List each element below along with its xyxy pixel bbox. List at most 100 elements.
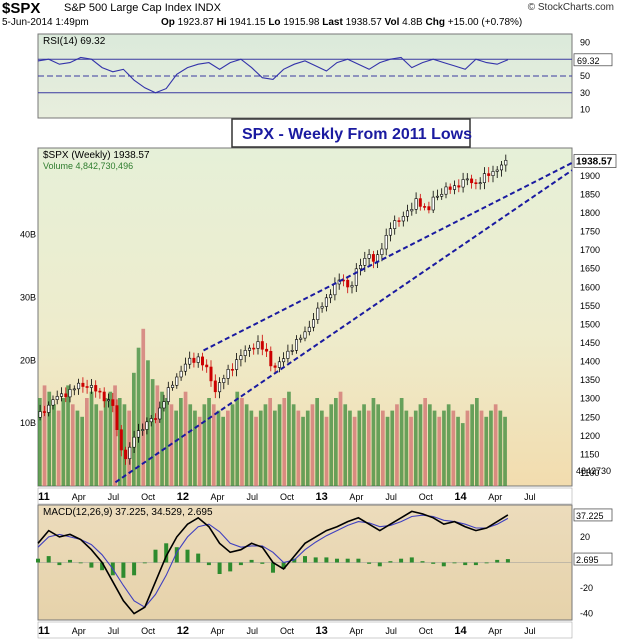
date-tick-label: Apr [488,492,502,502]
macd-line [37,510,509,615]
volume-bar [103,398,108,486]
candle-body [307,326,311,333]
candle-body [192,357,196,363]
macd-histogram-bar [409,557,414,563]
price-panel: 40B 30B 20B 10B 1900 1850 1800 1750 1700 1650 1600… [20,118,617,487]
candle-body [136,430,140,438]
price-title: $SPX (Weekly) 1938.57 [43,150,150,161]
candle-body [235,359,239,370]
volume-bar [329,404,334,486]
candle-body [42,411,46,413]
date-tick-label: Jul [247,626,259,636]
candle-body [410,209,414,212]
date-tick-label: 13 [316,625,328,637]
candle-body [448,186,452,190]
date-tick-label: Oct [141,492,156,502]
macd-histogram-bar [345,558,350,563]
lo-value: 1915.98 [283,17,320,28]
volume-bar [418,404,423,486]
price-tick-label: 1200 [580,431,600,441]
volume-bar [117,398,122,486]
volume-bar [324,416,329,486]
volume-bar [202,404,207,486]
macd-histogram-bar [68,559,72,563]
macd-histogram-bar [185,549,190,563]
price-tick-label: 1300 [580,394,600,404]
date-axis-bg [37,487,573,505]
macd-histogram-bar [324,557,329,563]
price-panel-bg [37,147,573,487]
candle-body [269,350,273,367]
watermark: © StockCharts.com [527,2,614,13]
date-tick-label: Jul [108,626,120,636]
candle-body [55,396,59,400]
hist-value-box [573,552,613,566]
volume-bar [132,372,136,486]
price-tick-label: 1400 [580,357,600,367]
op-label: Op [161,17,175,28]
price-tick-label: 1350 [580,375,600,385]
annotation-text: SPX - Weekly From 2011 Lows [242,126,472,143]
op-value: 1923.87 [177,17,214,28]
candle-body [205,364,209,368]
candle-body [149,418,153,423]
candle-body [282,358,286,363]
macd-histogram-bar [463,562,468,566]
volume-bar [287,391,291,486]
description: S&P 500 Large Cap Index INDX [64,2,221,14]
candle-body [405,210,409,217]
candle-body [482,173,486,184]
price-tick-label: 1500 [580,319,600,329]
candle-body [363,257,367,266]
vol-label: Vol [384,17,400,28]
volume-bar [475,398,479,486]
volume-bar [437,416,442,486]
candle-body [222,377,226,383]
volume-bar [343,404,348,486]
volume-bar [61,398,66,486]
symbol: $SPX [2,0,41,17]
volume-tick-label: 40B [20,230,36,240]
volume-bar [498,410,503,486]
rsi-line [37,56,509,94]
volume-bar [273,410,277,486]
volume-bar [413,410,418,486]
volume-bar [310,404,315,486]
volume-bar [193,410,197,486]
candle-body [346,279,350,288]
macd-histogram-bar [495,559,500,563]
date-tick-label: Oct [280,492,295,502]
price-tick-label: 1250 [580,412,600,422]
volume-bar [442,410,446,486]
volume-bar [348,410,352,486]
volume-bar [470,404,474,486]
date-tick-label: 12 [177,625,189,637]
volume-bar [390,410,395,486]
macd-histogram-bar [399,558,404,563]
volume-bar [460,423,465,486]
date-tick-label: 11 [38,625,50,637]
rsi-current-box [573,53,613,67]
volume-bar [136,347,141,486]
macd-histogram-bar [238,562,243,566]
volume-bar [226,410,230,486]
macd-histogram-bar [292,558,297,563]
macd-histogram-bar [420,561,425,563]
volume-bar [150,379,155,486]
macd-histogram-bar [441,562,446,567]
candle-body [461,179,465,188]
rsi-title: RSI(14) 69.32 [43,36,106,47]
lower-trendline [114,169,573,484]
macd-histogram-bar [260,562,265,564]
price-tick-label: 1850 [580,189,600,199]
volume-bar [235,391,240,486]
volume-bar [160,391,164,486]
volume-bar [399,398,404,486]
volume-bar [258,410,263,486]
candle-body [427,206,431,211]
candle-body [465,178,469,181]
volume-bar [113,385,117,486]
price-tick-label: 1100 [580,468,599,478]
